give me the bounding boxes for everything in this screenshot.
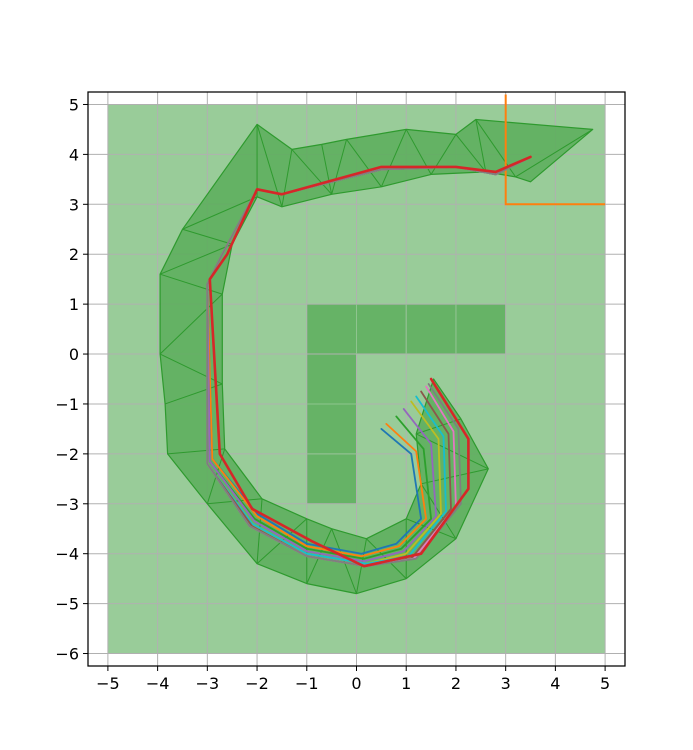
y-tick-label-7: −2 <box>55 445 79 464</box>
mesh-edge-28 <box>331 528 357 594</box>
x-tick-label-2: −3 <box>196 674 220 693</box>
mesh-edge-10 <box>455 134 487 173</box>
y-tick-label-5: 0 <box>69 345 79 364</box>
x-tick-label-9: 4 <box>550 674 560 693</box>
mesh-edge-21 <box>167 448 225 455</box>
y-tick-label-11: −6 <box>55 645 79 664</box>
x-tick-label-6: 1 <box>401 674 411 693</box>
mesh-edge-13 <box>515 129 593 178</box>
mesh-edge-3 <box>291 149 333 195</box>
x-tick-label-4: −1 <box>295 674 319 693</box>
mesh-edge-19 <box>159 353 223 385</box>
y-tick-label-3: 2 <box>69 245 79 264</box>
y-tick-label-8: −3 <box>55 495 79 514</box>
mesh-hull <box>159 118 594 595</box>
mesh-edge-20 <box>164 383 223 405</box>
axis-ticks: −5 −4 −3 −2 −1 0 1 2 3 4 5 5 4 3 2 1 0 −1 −2 −3 −4 −5 −6 <box>55 95 610 693</box>
x-tick-label-0: −5 <box>96 674 120 693</box>
mesh-edge-4 <box>321 144 333 195</box>
y-tick-label-6: −1 <box>55 395 79 414</box>
mesh-edge-5 <box>331 139 348 195</box>
mesh-edge-14 <box>182 228 233 245</box>
x-tick-label-7: 2 <box>451 674 461 693</box>
y-tick-label-2: 3 <box>69 195 79 214</box>
y-tick-label-0: 5 <box>69 95 79 114</box>
obstacle-1 <box>306 354 357 504</box>
y-tick-label-9: −4 <box>55 545 79 564</box>
mesh-edge-16 <box>159 243 233 275</box>
x-tick-label-5: 0 <box>351 674 361 693</box>
goal-line-0 <box>504 94 606 206</box>
mesh-edge-7 <box>380 129 407 188</box>
series-lines <box>206 94 606 568</box>
x-tick-label-3: −2 <box>245 674 269 693</box>
x-tick-label-10: 5 <box>600 674 610 693</box>
series-line-9 <box>208 155 532 568</box>
y-tick-label-4: 1 <box>69 295 79 314</box>
mesh-edge-33 <box>420 483 457 539</box>
y-tick-label-1: 4 <box>69 145 79 164</box>
mesh-edge-17 <box>159 273 223 295</box>
mesh-edge-2 <box>281 149 293 207</box>
x-tick-label-8: 3 <box>501 674 511 693</box>
mesh-edge-15 <box>182 196 258 230</box>
x-tick-label-1: −4 <box>146 674 170 693</box>
mesh-edge-11 <box>475 119 487 172</box>
mesh-edge-25 <box>256 518 308 565</box>
y-tick-label-10: −5 <box>55 595 79 614</box>
mesh-edge-6 <box>346 139 382 188</box>
